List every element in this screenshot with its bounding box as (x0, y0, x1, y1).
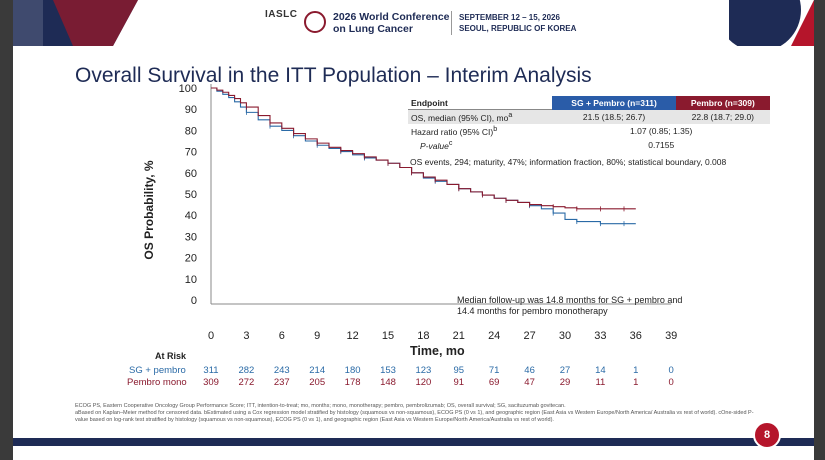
slide: IASLC 2026 World Conference on Lung Canc… (13, 0, 814, 460)
conference-emblem-icon (304, 11, 326, 33)
y-tick-label: 40 (185, 210, 197, 222)
header-endpoint: Endpoint (408, 96, 553, 110)
os-events-note: OS events, 294; maturity, 47%; informati… (410, 157, 727, 167)
row-hazard-ratio: Hazard ratio (95% CI)b 1.07 (0.85; 1.35) (408, 124, 770, 138)
at-risk-value-sg: 1 (633, 365, 639, 376)
at-risk-value-sg: 14 (595, 365, 606, 376)
y-tick-label: 30 (185, 231, 197, 243)
hazard-ratio-label: Hazard ratio (95% CI)b (411, 124, 498, 137)
row-p-value: P-valuec 0.7155 (408, 138, 770, 152)
conference-name: 2026 World Conference on Lung Cancer (333, 11, 450, 35)
y-tick-label: 70 (185, 147, 197, 159)
y-tick-label: 100 (179, 83, 197, 95)
at-risk-value-pembro: 178 (344, 377, 361, 388)
at-risk-value-pembro: 29 (559, 377, 571, 388)
at-risk-value-pembro: 11 (595, 377, 606, 388)
footnote-abbreviations: ECOG PS, Eastern Cooperative Oncology Gr… (75, 403, 566, 409)
at-risk-value-sg: 282 (238, 365, 255, 376)
at-risk-value-pembro: 205 (309, 377, 326, 388)
at-risk-value-pembro: 47 (524, 377, 535, 388)
header-pembro: Pembro (n=309) (675, 96, 770, 110)
at-risk-value-pembro: 120 (415, 377, 432, 388)
series-line-pembro (211, 87, 636, 210)
x-tick-label: 21 (453, 330, 465, 342)
at-risk-value-sg: 95 (453, 365, 465, 376)
at-risk-value-sg: 46 (524, 365, 535, 376)
at-risk-value-pembro: 148 (380, 377, 396, 388)
at-risk-value-pembro: 1 (633, 377, 639, 388)
os-median-pembro: 22.8 (18.7; 29.0) (675, 109, 770, 124)
at-risk-value-sg: 27 (559, 365, 571, 376)
conference-dates: SEPTEMBER 12 – 15, 2026 SEOUL, REPUBLIC … (459, 12, 576, 34)
slide-title: Overall Survival in the ITT Population –… (75, 64, 592, 87)
at-risk-title: At Risk (155, 351, 187, 361)
y-tick-label: 0 (191, 295, 197, 307)
x-tick-label: 33 (594, 330, 606, 342)
y-tick-label: 20 (185, 253, 197, 265)
x-tick-label: 39 (665, 330, 677, 342)
stats-table-header: Endpoint SG + Pembro (n=311) Pembro (n=3… (408, 96, 770, 110)
x-tick-label: 24 (488, 330, 500, 342)
stats-table: Endpoint SG + Pembro (n=311) Pembro (n=3… (408, 96, 770, 151)
row-os-median: OS, median (95% CI), moa 21.5 (18.5; 26.… (408, 109, 770, 124)
footnote-methods: aBased on Kaplan–Meier method for censor… (75, 410, 754, 423)
bottom-bar (13, 438, 814, 446)
society-logo-text: IASLC (265, 9, 298, 20)
x-tick-label: 0 (208, 330, 214, 342)
at-risk-value-sg: 243 (273, 365, 290, 376)
y-tick-label: 10 (185, 274, 197, 286)
y-axis-label: OS Probability, % (142, 160, 156, 260)
conference-date-range: SEPTEMBER 12 – 15, 2026 (459, 13, 560, 22)
x-tick-label: 18 (417, 330, 429, 342)
at-risk-value-sg: 0 (668, 365, 674, 376)
x-tick-label: 15 (382, 330, 394, 342)
at-risk-value-pembro: 0 (668, 377, 674, 388)
at-risk-value-pembro: 69 (488, 377, 500, 388)
followup-note: Median follow-up was 14.8 months for SG … (457, 295, 683, 316)
x-tick-label: 12 (346, 330, 358, 342)
footnotes: ECOG PS, Eastern Cooperative Oncology Gr… (75, 403, 765, 424)
at-risk-value-sg: 123 (415, 365, 432, 376)
banner-decoration-left (13, 0, 138, 46)
at-risk-value-sg: 153 (380, 365, 396, 376)
at-risk-value-pembro: 91 (453, 377, 465, 388)
p-value-label: P-valuec (420, 138, 453, 151)
at-risk-value-sg: 214 (309, 365, 326, 376)
at-risk-label-pembro: Pembro mono (127, 377, 187, 388)
x-tick-label: 27 (523, 330, 535, 342)
x-tick-label: 6 (279, 330, 285, 342)
header-sg-pembro: SG + Pembro (n=311) (552, 96, 676, 110)
y-tick-label: 50 (185, 189, 197, 201)
at-risk-value-sg: 311 (203, 365, 219, 376)
at-risk-value-pembro: 272 (238, 377, 255, 388)
banner-decoration-right (729, 0, 814, 46)
hazard-ratio-value: 1.07 (0.85; 1.35) (630, 125, 693, 136)
at-risk-label-sg: SG + pembro (129, 365, 186, 376)
at-risk-value-sg: 71 (488, 365, 500, 376)
y-tick-label: 60 (185, 168, 197, 180)
at-risk-value-sg: 180 (344, 365, 361, 376)
x-tick-label: 3 (243, 330, 249, 342)
y-tick-label: 90 (185, 104, 197, 116)
os-median-sg: 21.5 (18.5; 26.7) (552, 109, 676, 124)
conference-location: SEOUL, REPUBLIC OF KOREA (459, 24, 577, 33)
at-risk-value-pembro: 309 (203, 377, 219, 388)
header-divider (451, 11, 452, 35)
y-tick-label: 80 (185, 125, 197, 137)
p-value-value: 0.7155 (648, 139, 675, 150)
at-risk-value-pembro: 237 (273, 377, 290, 388)
page-number-badge: 8 (753, 421, 781, 449)
x-axis-label: Time, mo (410, 344, 465, 358)
x-tick-label: 9 (314, 330, 320, 342)
x-tick-label: 36 (630, 330, 642, 342)
x-tick-label: 30 (559, 330, 571, 342)
os-median-label: OS, median (95% CI), moa (408, 109, 553, 124)
